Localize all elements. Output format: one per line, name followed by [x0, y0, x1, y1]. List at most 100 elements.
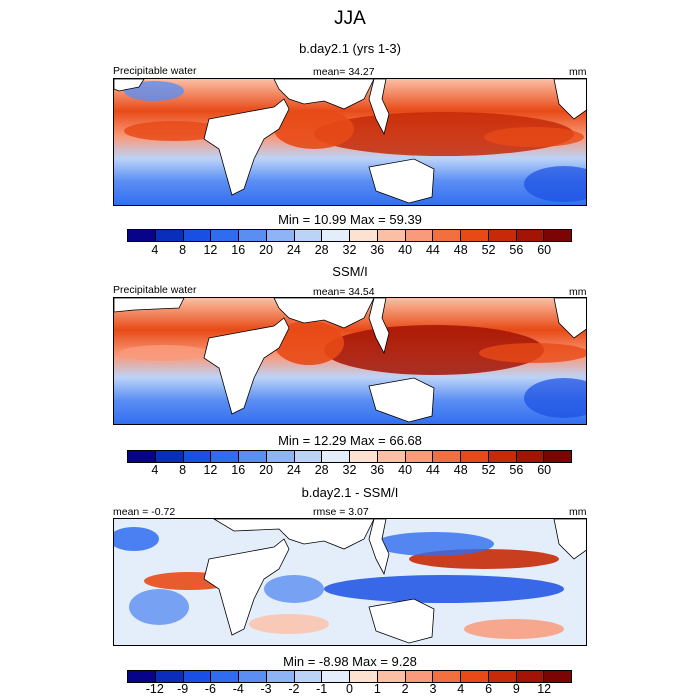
panel3-colorbar-swatch: [405, 671, 434, 682]
panel1-colorbar-tick-label: 52: [481, 243, 496, 257]
panel3-colorbar-swatch: [488, 671, 517, 682]
panel3-colorbar-swatch: [211, 671, 239, 682]
panel1-map: [113, 78, 587, 206]
panel3-colorbar-swatch: [322, 671, 350, 682]
panel1-minmax: Min = 10.99 Max = 59.39: [278, 212, 422, 227]
panel3-colorbar-swatch: [155, 671, 184, 682]
panel1-eurasia: [273, 79, 375, 110]
panel2-colorbar-swatch: [266, 451, 295, 462]
panel2-eurasia: [273, 298, 375, 329]
panel1-colorbar-tick-label: 12: [203, 243, 218, 257]
panel2-americas: [553, 298, 586, 339]
panel1-colorbar-tick-label: 40: [398, 243, 413, 257]
panel2-australia: [368, 377, 435, 423]
panel2-title: SSM/I: [332, 264, 368, 279]
panel2-colorbar-swatch: [183, 451, 212, 462]
panel1-colorbar-tick-label: 20: [259, 243, 274, 257]
panel1-se-min: [524, 166, 586, 202]
panel2-colorbar-tick-label: 12: [203, 463, 218, 477]
panel2-minmax: Min = 12.29 Max = 66.68: [278, 433, 422, 448]
panel3-colorbar-tick-label: 3: [429, 682, 437, 696]
panel1-colorbar-swatch: [128, 230, 156, 241]
panel1-colorbar-swatch: [544, 230, 571, 241]
panel2-colorbar-tick-label: 28: [314, 463, 329, 477]
panel3-colorbar-tick-label: 4: [457, 682, 465, 696]
panel2-colorbar-tick-label: 16: [231, 463, 246, 477]
panel2-colorbar-swatch: [128, 451, 156, 462]
panel2-colorbar-tick-label: 24: [286, 463, 301, 477]
panel1-colorbar: [127, 229, 572, 242]
panel3-eurasia: [213, 519, 375, 550]
panel1-colorbar-swatch: [461, 230, 489, 241]
panel2-colorbar-tick-label: 52: [481, 463, 496, 477]
panel3-tropical-neg: [324, 575, 564, 603]
panel1-mean-label: mean= 34.27: [313, 66, 375, 78]
panel3-colorbar-tick-label: -9: [177, 682, 189, 696]
panel3-colorbar-swatch: [183, 671, 212, 682]
panel3-south-atlantic-neg: [129, 589, 189, 625]
panel2-mean-label: mean= 34.54: [313, 286, 375, 298]
panel1-colorbar-swatch: [516, 230, 545, 241]
panel3-colorbar-tick-label: 12: [537, 682, 552, 696]
panel2-colorbar-tick-label: 20: [259, 463, 274, 477]
panel2-colorbar-tick-label: 40: [398, 463, 413, 477]
panel1-title: b.day2.1 (yrs 1-3): [299, 41, 401, 56]
panel2-colorbar-swatch: [516, 451, 545, 462]
panel1-colorbar-swatch: [239, 230, 267, 241]
panel3-rmse-label: rmse = 3.07: [313, 506, 369, 518]
panel1-colorbar-tick-label: 32: [342, 243, 357, 257]
panel3-title: b.day2.1 - SSM/I: [301, 485, 399, 500]
panel2-colorbar-swatch: [322, 451, 350, 462]
panel2-heatmap: [114, 298, 586, 424]
panel2-continents: [114, 298, 586, 423]
panel2-map: [113, 297, 587, 425]
panel3-colorbar-swatch: [350, 671, 378, 682]
panel3-colorbar-tick-label: 2: [401, 682, 409, 696]
panel2-colorbar-swatch: [544, 451, 571, 462]
panel1-colorbar-swatch: [433, 230, 461, 241]
panel1-colorbar-tick-label: 36: [370, 243, 385, 257]
panel3-colorbar-tick-label: 0: [346, 682, 353, 696]
panel2-colorbar-swatch: [294, 451, 323, 462]
panel1-colorbar-swatch: [266, 230, 295, 241]
panel1-atlantic-max: [124, 121, 224, 141]
panel2-se-min: [524, 378, 586, 418]
panel3-colorbar-swatch: [516, 671, 545, 682]
panel3-colorbar-swatch: [239, 671, 267, 682]
panel1-colorbar-swatch: [377, 230, 406, 241]
panel3-map: [113, 518, 587, 646]
panel2-variable-label: Precipitable water: [113, 284, 197, 296]
panel3-east-asia: [368, 519, 390, 576]
panel3-colorbar-tick-label: -2: [288, 682, 300, 696]
panel3-australia: [368, 598, 435, 644]
panel1-east-pacific-max: [484, 127, 584, 147]
panel2-colorbar-tick-label: 8: [179, 463, 187, 477]
panel3-colorbar-swatch: [433, 671, 461, 682]
panel3-colorbar-tick-label: -6: [204, 682, 216, 696]
panel2-colorbar-swatch: [211, 451, 239, 462]
panel1-colorbar-tick-label: 44: [425, 243, 440, 257]
panel3-heatmap: [114, 519, 586, 645]
panel1-colorbar-tick-label: 48: [453, 243, 468, 257]
panel2-colorbar-swatch: [488, 451, 517, 462]
panel1-australia: [368, 158, 435, 204]
panel3-minmax: Min = -8.98 Max = 9.28: [283, 654, 417, 669]
panel3-colorbar-swatch: [377, 671, 406, 682]
panel3-colorbar-swatch: [266, 671, 295, 682]
panel2-bay-of-bengal-max: [274, 321, 344, 365]
panel2-colorbar-swatch: [350, 451, 378, 462]
panel3-colorbar-tick-label: -4: [232, 682, 244, 696]
panel3-colorbar: [127, 670, 572, 683]
panel2-colorbar-tick-label: 32: [342, 463, 357, 477]
panel2-colorbar-swatch: [377, 451, 406, 462]
panel2-colorbar: [127, 450, 572, 463]
panel2-colorbar-tick-label: 60: [537, 463, 552, 477]
panel3-southern-ocean-pos: [249, 614, 329, 634]
panel1-colorbar-tick-label: 16: [231, 243, 246, 257]
panel1-colorbar-swatch: [350, 230, 378, 241]
panel1-colorbar-tick-label: 28: [314, 243, 329, 257]
panel1-nw-land: [114, 79, 145, 92]
panel2-colorbar-swatch: [433, 451, 461, 462]
panel3-mean-label: mean = -0.72: [113, 506, 176, 518]
panel2-colorbar-tick-label: 4: [151, 463, 159, 477]
